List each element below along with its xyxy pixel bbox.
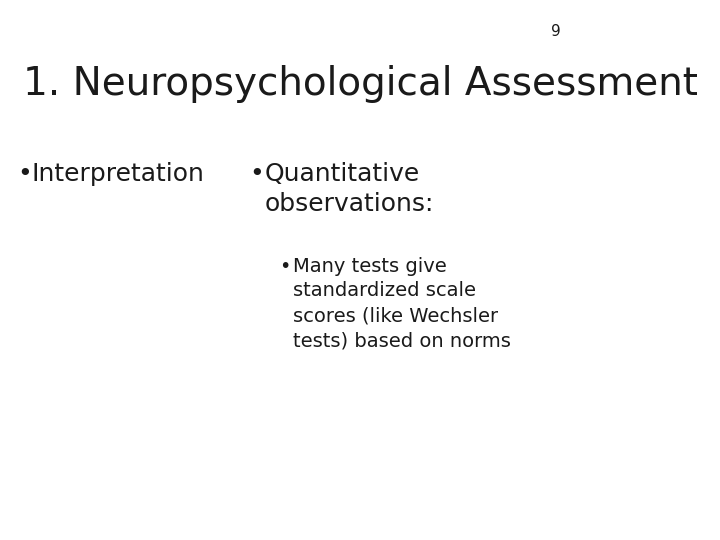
Text: •: • bbox=[17, 162, 32, 186]
Text: 9: 9 bbox=[551, 24, 560, 39]
Text: •: • bbox=[250, 162, 264, 186]
Text: 1. Neuropsychological Assessment: 1. Neuropsychological Assessment bbox=[23, 65, 698, 103]
Text: Interpretation: Interpretation bbox=[32, 162, 204, 186]
Text: Many tests give
standardized scale
scores (like Wechsler
tests) based on norms: Many tests give standardized scale score… bbox=[293, 256, 511, 350]
Text: •: • bbox=[279, 256, 290, 275]
Text: Quantitative
observations:: Quantitative observations: bbox=[264, 162, 433, 215]
